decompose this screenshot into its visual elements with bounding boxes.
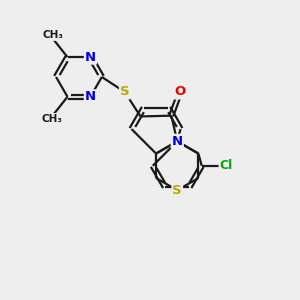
Text: O: O <box>174 85 186 98</box>
Text: S: S <box>120 85 130 98</box>
Text: S: S <box>172 184 182 197</box>
Text: CH₃: CH₃ <box>42 30 63 40</box>
Text: CH₃: CH₃ <box>42 114 63 124</box>
Text: Cl: Cl <box>220 159 233 172</box>
Text: N: N <box>85 90 96 103</box>
Text: N: N <box>85 51 96 64</box>
Text: N: N <box>172 135 183 148</box>
